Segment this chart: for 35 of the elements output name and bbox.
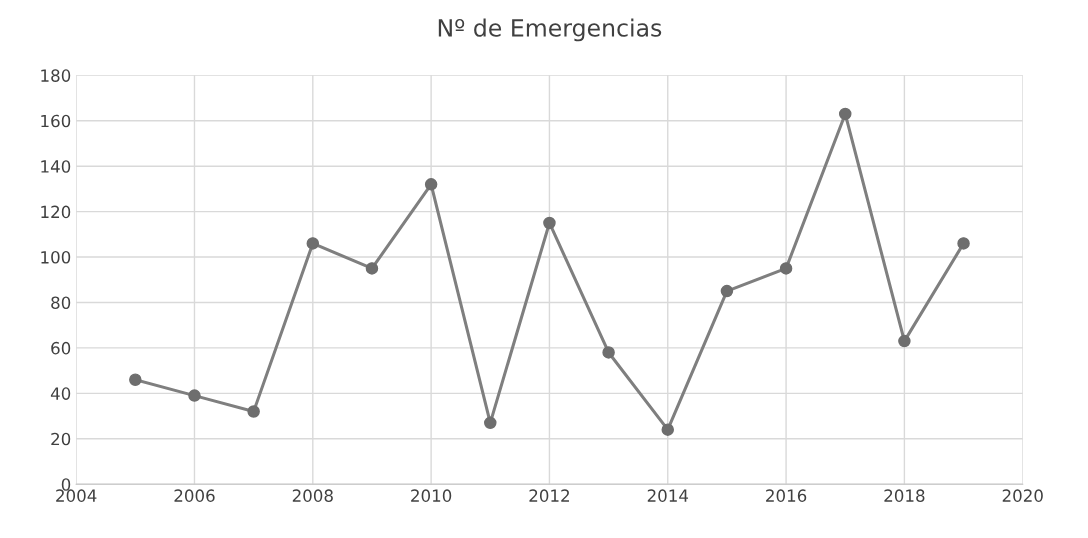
chart-title: Nº de Emergencias: [438, 18, 662, 42]
y-tick-label: 20: [51, 432, 71, 446]
x-tick-label: 2020: [1002, 489, 1043, 502]
point: [424, 178, 438, 191]
point: [898, 334, 911, 348]
point: [602, 346, 615, 359]
y-tick-label: 80: [51, 296, 71, 310]
y-tick-label: 160: [41, 114, 71, 128]
x-tick-label: 2012: [529, 489, 569, 502]
point: [957, 237, 970, 250]
y-tick-label: 120: [41, 205, 71, 219]
point: [188, 389, 201, 402]
x-tick-label: 2014: [647, 489, 689, 502]
x-tick-label: 2018: [884, 489, 925, 502]
point: [720, 284, 734, 298]
y-tick-label: 0: [61, 478, 71, 491]
point: [661, 423, 675, 436]
point: [838, 107, 852, 121]
point: [129, 373, 142, 386]
y-tick-label: 180: [41, 69, 71, 82]
x-tick-label: 2006: [174, 489, 215, 502]
x-tick-label: 2004: [56, 489, 97, 502]
y-tick-label: 60: [51, 341, 71, 355]
point: [365, 262, 379, 275]
y-tick-label: 100: [41, 251, 71, 264]
x-tick-label: 2010: [411, 489, 452, 502]
y-tick-label: 140: [41, 160, 71, 173]
point: [247, 405, 260, 418]
point: [779, 262, 793, 275]
point: [306, 237, 320, 250]
y-tick-label: 40: [50, 387, 71, 400]
point: [543, 216, 556, 230]
x-tick-label: 2016: [766, 489, 807, 502]
point: [484, 416, 497, 430]
x-tick-label: 2008: [292, 489, 333, 502]
